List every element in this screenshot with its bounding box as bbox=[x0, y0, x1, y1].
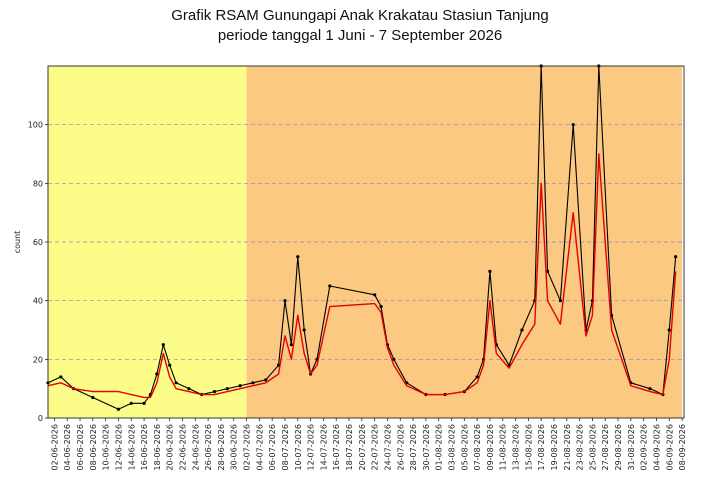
xtick-label-42: 25-08-2026 bbox=[588, 424, 597, 471]
xtick-label-41: 23-08-2026 bbox=[576, 424, 585, 471]
xtick-label-23: 18-07-2026 bbox=[345, 424, 354, 471]
xtick-label-18: 08-07-2026 bbox=[281, 424, 290, 471]
xtick-label-12: 26-06-2026 bbox=[204, 424, 213, 471]
y-axis-label: count bbox=[13, 231, 22, 254]
xtick-label-2: 06-06-2026 bbox=[76, 424, 85, 471]
xtick-label-35: 11-08-2026 bbox=[499, 424, 508, 471]
ytick-label-40: 40 bbox=[33, 297, 43, 306]
xtick-label-47: 04-09-2026 bbox=[652, 424, 661, 471]
raw-series-point-20 bbox=[283, 299, 287, 303]
xtick-label-43: 27-08-2026 bbox=[601, 424, 610, 471]
xtick-label-32: 05-08-2026 bbox=[460, 424, 469, 471]
xtick-label-19: 10-07-2026 bbox=[294, 424, 303, 471]
raw-series-point-54 bbox=[674, 255, 678, 259]
xtick-label-45: 31-08-2026 bbox=[627, 424, 636, 471]
xtick-label-9: 20-06-2026 bbox=[166, 424, 175, 471]
xtick-label-49: 08-09-2026 bbox=[678, 424, 687, 471]
raw-series-point-21 bbox=[289, 343, 293, 347]
raw-series-point-4 bbox=[116, 407, 121, 411]
xtick-label-0: 02-06-2026 bbox=[50, 424, 59, 471]
xtick-label-6: 14-06-2026 bbox=[127, 424, 136, 471]
xtick-label-5: 12-06-2026 bbox=[114, 424, 123, 471]
xtick-label-15: 02-07-2026 bbox=[243, 424, 252, 471]
xtick-label-39: 19-08-2026 bbox=[550, 424, 559, 471]
xtick-label-16: 04-07-2026 bbox=[255, 424, 264, 471]
raw-series-point-14 bbox=[212, 390, 217, 394]
xtick-label-3: 08-06-2026 bbox=[89, 424, 98, 471]
xtick-label-13: 28-06-2026 bbox=[217, 424, 226, 471]
raw-series-point-40 bbox=[520, 328, 524, 332]
chart-title-line2: periode tanggal 1 Juni - 7 September 202… bbox=[217, 27, 503, 44]
xtick-label-33: 07-08-2026 bbox=[473, 424, 482, 471]
ytick-label-100: 100 bbox=[28, 121, 43, 130]
raw-series-point-8 bbox=[155, 372, 159, 376]
xtick-label-40: 21-08-2026 bbox=[563, 424, 572, 471]
xtick-label-46: 02-09-2026 bbox=[640, 424, 649, 471]
xtick-label-25: 22-07-2026 bbox=[371, 424, 380, 471]
raw-series-point-3 bbox=[91, 395, 95, 400]
xtick-label-4: 10-06-2026 bbox=[102, 424, 111, 471]
xtick-label-26: 24-07-2026 bbox=[383, 424, 392, 471]
xtick-label-44: 29-08-2026 bbox=[614, 424, 623, 471]
xtick-label-29: 30-07-2026 bbox=[422, 424, 431, 471]
raw-series-point-15 bbox=[225, 387, 229, 391]
raw-series-point-30 bbox=[392, 357, 396, 361]
xtick-label-38: 17-08-2026 bbox=[537, 424, 546, 471]
xtick-label-34: 09-08-2026 bbox=[486, 424, 495, 471]
raw-series-point-53 bbox=[667, 328, 671, 332]
ytick-label-60: 60 bbox=[33, 238, 43, 247]
xtick-label-27: 26-07-2026 bbox=[396, 424, 405, 471]
raw-series-point-16 bbox=[238, 384, 242, 388]
chart-title: Grafik RSAM Gunungapi Anak Krakatau Stas… bbox=[0, 6, 720, 46]
raw-series-point-6 bbox=[142, 401, 146, 405]
raw-series-point-51 bbox=[648, 387, 652, 391]
xtick-label-10: 22-06-2026 bbox=[179, 424, 188, 471]
xtick-label-11: 24-06-2026 bbox=[191, 424, 200, 471]
raw-series-point-9 bbox=[161, 343, 165, 347]
raw-series-point-45 bbox=[571, 123, 575, 127]
ytick-label-80: 80 bbox=[33, 179, 43, 188]
raw-series-point-22 bbox=[296, 255, 300, 259]
raw-series-point-27 bbox=[373, 293, 377, 297]
xtick-label-48: 06-09-2026 bbox=[665, 424, 674, 471]
xtick-label-21: 14-07-2026 bbox=[319, 424, 328, 471]
chart-title-line1: Grafik RSAM Gunungapi Anak Krakatau Stas… bbox=[171, 7, 549, 24]
xtick-label-22: 16-07-2026 bbox=[332, 424, 341, 471]
xtick-label-30: 01-08-2026 bbox=[435, 424, 444, 471]
ytick-label-0: 0 bbox=[38, 414, 43, 423]
raw-series-point-23 bbox=[302, 328, 306, 332]
xtick-label-28: 28-07-2026 bbox=[409, 424, 418, 471]
raw-series-point-5 bbox=[129, 401, 133, 405]
xtick-label-24: 20-07-2026 bbox=[358, 424, 367, 471]
raw-series-point-43 bbox=[545, 269, 550, 273]
raw-series-point-37 bbox=[488, 269, 492, 273]
xtick-label-14: 30-06-2026 bbox=[230, 424, 239, 471]
xtick-label-8: 18-06-2026 bbox=[153, 424, 162, 471]
xtick-label-36: 13-08-2026 bbox=[512, 424, 521, 471]
ytick-label-20: 20 bbox=[33, 355, 43, 364]
smoothed-series-line bbox=[47, 153, 677, 399]
raw-series-point-11 bbox=[174, 381, 178, 385]
raw-series-point-26 bbox=[328, 284, 332, 288]
raw-series-point-10 bbox=[168, 363, 172, 367]
raw-series-point-44 bbox=[558, 299, 562, 303]
raw-series-point-1 bbox=[59, 375, 63, 379]
xtick-label-1: 04-06-2026 bbox=[63, 424, 72, 471]
xtick-label-31: 03-08-2026 bbox=[448, 424, 457, 471]
xtick-label-17: 06-07-2026 bbox=[268, 424, 277, 471]
plot-frame bbox=[47, 65, 685, 419]
raw-series-point-12 bbox=[187, 387, 191, 391]
raw-series-point-35 bbox=[475, 375, 479, 379]
raw-series-point-17 bbox=[251, 381, 255, 385]
raw-series-point-18 bbox=[264, 378, 268, 382]
raw-series-point-28 bbox=[379, 304, 383, 309]
xtick-label-37: 15-08-2026 bbox=[524, 424, 533, 471]
xtick-label-20: 12-07-2026 bbox=[307, 424, 316, 471]
xtick-label-7: 16-06-2026 bbox=[140, 424, 149, 471]
